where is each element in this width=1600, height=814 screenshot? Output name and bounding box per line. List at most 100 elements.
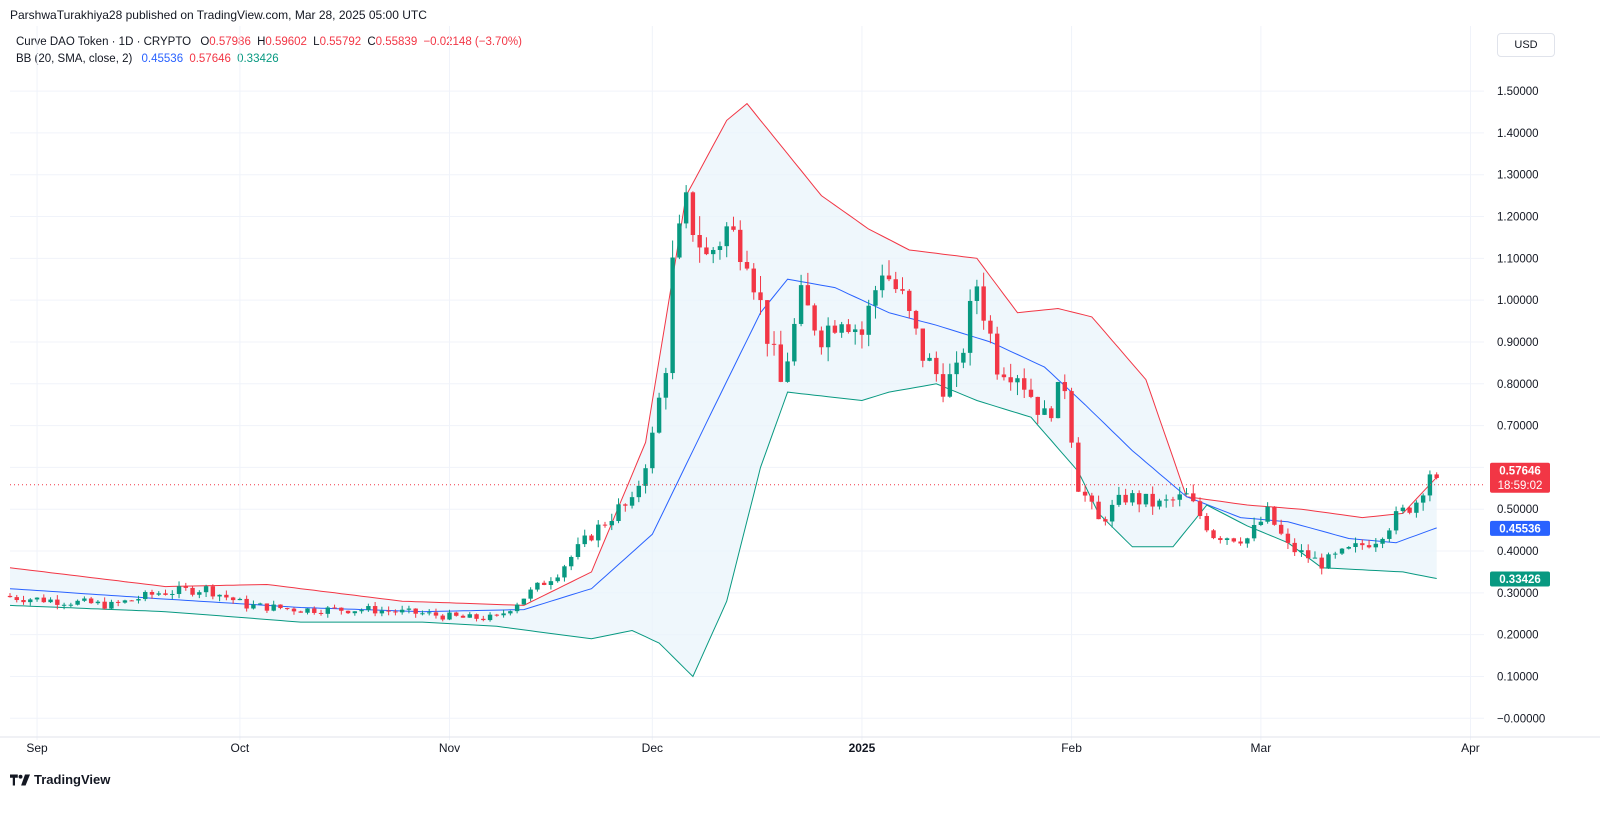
candle-body: [440, 615, 445, 620]
candle-body: [129, 600, 134, 602]
candle-body: [589, 535, 594, 541]
y-tick-label: 0.70000: [1497, 421, 1539, 433]
candle: [197, 590, 202, 599]
candle: [1258, 516, 1264, 527]
candle: [1393, 506, 1399, 535]
candle: [805, 272, 811, 306]
candle: [156, 591, 161, 596]
candle-body: [805, 285, 811, 306]
candle-body: [1414, 502, 1419, 513]
candle: [163, 589, 168, 596]
candle: [1400, 504, 1406, 514]
candle-body: [873, 290, 878, 306]
candle: [940, 363, 946, 403]
candle: [724, 222, 729, 258]
candle: [433, 608, 439, 619]
candle-body: [1082, 491, 1088, 496]
candle: [237, 597, 243, 601]
candle: [832, 320, 838, 335]
tradingview-logo-icon: [10, 773, 30, 786]
candle-body: [122, 600, 128, 603]
published-line: ParshwaTurakhiya28 published on TradingV…: [10, 8, 427, 22]
candle: [474, 613, 479, 622]
candle: [1109, 499, 1115, 528]
candle: [1333, 551, 1338, 559]
candle: [1082, 485, 1088, 502]
y-tick-label: 0.40000: [1497, 546, 1539, 558]
candle-body: [481, 618, 486, 621]
candle: [893, 271, 898, 293]
candle: [1326, 552, 1331, 569]
candle-body: [366, 606, 371, 611]
bb-indicator-label[interactable]: BB (20, SMA, close, 2): [16, 53, 133, 65]
candle: [738, 220, 743, 271]
candle-body: [224, 594, 229, 598]
candle: [866, 299, 871, 347]
candle-body: [345, 610, 351, 614]
candle: [1136, 490, 1142, 513]
candle-body: [710, 249, 716, 255]
open-value: 0.57986: [209, 36, 251, 48]
candle: [271, 600, 276, 612]
candle: [677, 214, 682, 260]
candle-body: [1103, 519, 1108, 522]
candle-body: [230, 597, 236, 601]
candle-body: [61, 604, 67, 606]
candle: [447, 609, 452, 621]
candle: [1238, 537, 1243, 546]
candle: [1062, 374, 1067, 400]
price-badge-bg: [1490, 571, 1550, 587]
currency-button[interactable]: USD: [1497, 33, 1555, 57]
candle-body: [778, 344, 784, 382]
candle-body: [555, 577, 560, 582]
symbol-name[interactable]: Curve DAO Token · 1D · CRYPTO: [16, 36, 192, 48]
candle-body: [1197, 501, 1203, 516]
candle-body: [460, 615, 466, 618]
candle-body: [82, 598, 87, 601]
candle-body: [1191, 493, 1196, 502]
price-badge: 0.45536: [1490, 520, 1550, 536]
candle: [1380, 537, 1385, 549]
candle: [1191, 484, 1196, 503]
candles: [7, 185, 1439, 622]
y-tick-label: 0.10000: [1497, 671, 1539, 683]
y-tick-label: 0.90000: [1497, 337, 1539, 349]
candle: [1407, 506, 1412, 515]
candle-body: [1319, 557, 1324, 569]
candle-body: [697, 235, 702, 248]
candle: [589, 533, 594, 542]
candle: [1022, 368, 1027, 399]
tradingview-brand[interactable]: TradingView: [10, 772, 110, 787]
candle: [981, 272, 986, 330]
candle-body: [163, 593, 168, 595]
candle: [954, 351, 959, 387]
candle-body: [967, 300, 973, 353]
candle: [1312, 551, 1318, 559]
candle: [859, 321, 865, 349]
candle-body: [433, 612, 439, 616]
candle-body: [406, 608, 412, 610]
candle: [318, 609, 324, 616]
candle: [1028, 378, 1034, 399]
candle: [460, 614, 466, 618]
candle-body: [1089, 495, 1095, 502]
candle: [264, 603, 270, 613]
candle: [420, 610, 425, 616]
candle-body: [920, 328, 925, 361]
candle-body: [95, 601, 101, 604]
candle: [683, 185, 689, 229]
candle-body: [819, 330, 824, 348]
candle: [514, 602, 520, 614]
candle-body: [1258, 521, 1264, 525]
candle-body: [136, 599, 141, 601]
candle-body: [257, 603, 263, 605]
candle: [994, 326, 1000, 380]
candle-body: [1407, 507, 1412, 513]
candle: [149, 589, 155, 599]
x-tick-label: Mar: [1251, 741, 1272, 755]
candle-body: [812, 305, 817, 331]
candle: [535, 582, 540, 592]
candle: [1339, 548, 1345, 556]
candle: [1224, 537, 1230, 545]
